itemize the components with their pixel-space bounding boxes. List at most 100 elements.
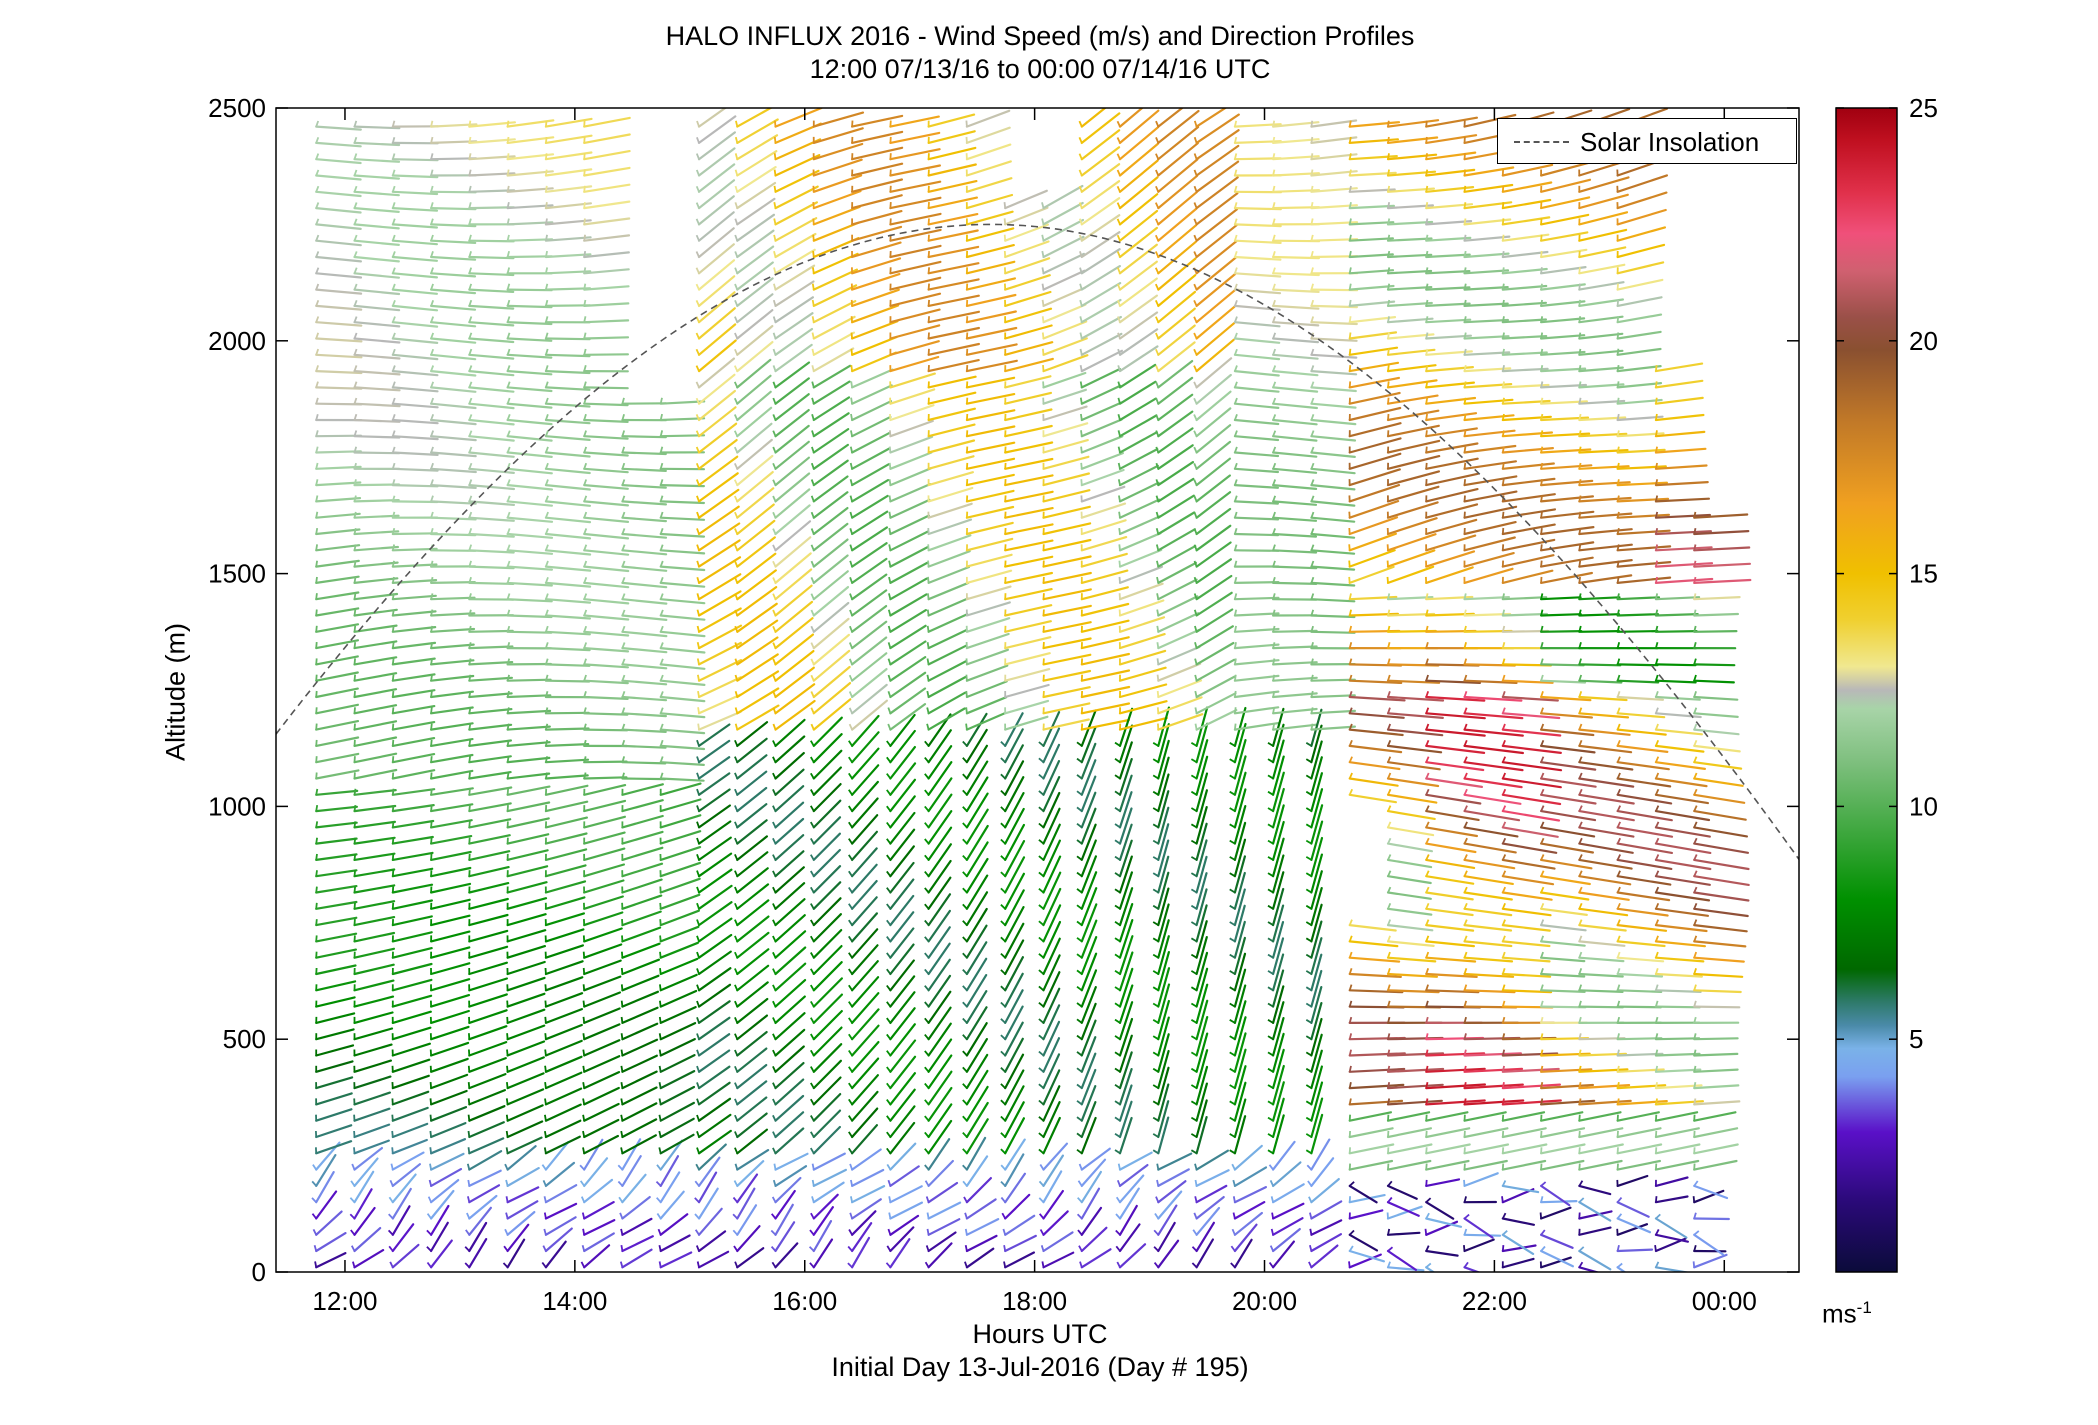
wind-barb	[812, 1193, 839, 1220]
wind-barb	[583, 663, 630, 669]
wind-barb-tick	[659, 462, 664, 470]
wind-barb-tick	[1540, 902, 1545, 910]
wind-barb	[1233, 706, 1280, 715]
wind-barb	[1042, 823, 1061, 862]
wind-barb	[1080, 887, 1098, 927]
wind-barb	[621, 846, 664, 862]
wind-barb	[1233, 984, 1247, 1025]
wind-barb-tick	[1348, 218, 1352, 225]
wind-barb-tick	[545, 430, 549, 437]
wind-barb-tick	[1463, 788, 1468, 796]
wind-barb-tick	[1272, 251, 1276, 258]
wind-barb	[391, 962, 433, 976]
wind-barb	[1348, 744, 1403, 754]
wind-barb	[468, 1137, 505, 1155]
wind-barb-tick	[1305, 1116, 1312, 1122]
wind-barb-tick	[924, 1115, 930, 1122]
wind-barb-tick	[1234, 625, 1237, 632]
wind-barb-tick	[353, 381, 358, 388]
wind-barb	[621, 532, 668, 539]
wind-barb	[1118, 1067, 1133, 1106]
wind-barb	[1348, 422, 1402, 438]
wind-barb-tick	[1540, 446, 1544, 453]
wind-barb	[736, 229, 775, 259]
wind-barb-tick	[924, 1034, 930, 1040]
wind-barb-tick	[848, 1229, 853, 1236]
wind-barb	[1080, 569, 1129, 585]
wind-barb	[315, 370, 363, 375]
wind-barb-tick	[1387, 153, 1390, 160]
wind-barb	[889, 276, 942, 291]
wind-barb-tick	[430, 772, 433, 779]
wind-barb-tick	[1117, 316, 1121, 323]
wind-barb	[774, 834, 805, 862]
wind-barb-tick	[583, 609, 588, 616]
wind-barb	[1386, 1143, 1433, 1155]
wind-barb	[1004, 922, 1025, 959]
wind-barb	[353, 900, 396, 910]
wind-barb	[468, 370, 515, 377]
wind-barb	[736, 438, 773, 470]
wind-barb-tick	[1156, 560, 1160, 567]
wind-barb-tick	[391, 560, 395, 567]
wind-barb	[391, 835, 434, 845]
wind-barb	[391, 386, 439, 393]
wind-barb	[544, 1227, 573, 1253]
wind-barb-tick	[430, 821, 433, 828]
wind-barb-tick	[1501, 234, 1505, 241]
wind-barb-tick	[1655, 1098, 1658, 1105]
wind-barb	[353, 788, 397, 796]
wind-barb	[697, 852, 733, 878]
wind-barb-tick	[812, 250, 815, 258]
wind-barb	[1233, 288, 1282, 295]
wind-barb	[812, 782, 842, 813]
wind-barb	[1195, 1015, 1209, 1057]
wind-barb-tick	[506, 169, 510, 176]
wind-barb-tick	[1152, 1116, 1159, 1122]
wind-barb-tick	[1152, 872, 1159, 877]
wind-barb-tick	[1038, 806, 1045, 812]
wind-barb	[1042, 839, 1062, 878]
wind-barb-tick	[1540, 1098, 1544, 1105]
wind-barb-tick	[696, 805, 700, 812]
wind-barb	[1578, 298, 1625, 307]
wind-barb-tick	[430, 528, 434, 535]
wind-barb-tick	[315, 886, 318, 893]
wind-barb-tick	[583, 511, 588, 519]
wind-barb	[621, 712, 668, 718]
wind-barb-tick	[733, 430, 739, 437]
wind-barb-tick	[850, 1179, 853, 1187]
wind-barb-tick	[810, 805, 815, 812]
wind-barb-tick	[468, 332, 473, 339]
wind-barb	[1348, 452, 1402, 470]
wind-barb	[1539, 317, 1586, 324]
wind-barb	[965, 1006, 988, 1041]
wind-barb	[927, 146, 977, 161]
wind-barb-tick	[1578, 495, 1582, 502]
wind-barb	[965, 824, 989, 862]
wind-barb-tick	[1272, 576, 1276, 584]
wind-barb	[1004, 375, 1052, 389]
wind-barb-tick	[618, 1196, 624, 1203]
wind-barb	[583, 467, 629, 474]
wind-barb	[315, 1210, 343, 1236]
wind-barb-tick	[544, 984, 547, 991]
wind-barb	[583, 879, 625, 894]
wind-barb	[506, 1166, 540, 1188]
wind-barb-tick	[1038, 1132, 1045, 1138]
wind-barb	[1195, 722, 1209, 764]
wind-barb-tick	[1310, 707, 1314, 714]
wind-barb	[1386, 972, 1439, 978]
wind-barb-tick	[506, 299, 511, 307]
wind-barb-tick	[1540, 984, 1544, 991]
wind-barb	[1348, 1099, 1404, 1106]
wind-barb-tick	[1655, 609, 1659, 616]
wind-barb-tick	[1232, 1196, 1236, 1203]
wind-barb-tick	[696, 120, 700, 127]
wind-barb	[315, 1092, 353, 1106]
wind-barb	[430, 674, 475, 682]
wind-barb-tick	[772, 446, 777, 453]
wind-barb	[1348, 361, 1400, 373]
wind-barb-tick	[1387, 1246, 1394, 1252]
wind-barb-tick	[1501, 886, 1507, 893]
